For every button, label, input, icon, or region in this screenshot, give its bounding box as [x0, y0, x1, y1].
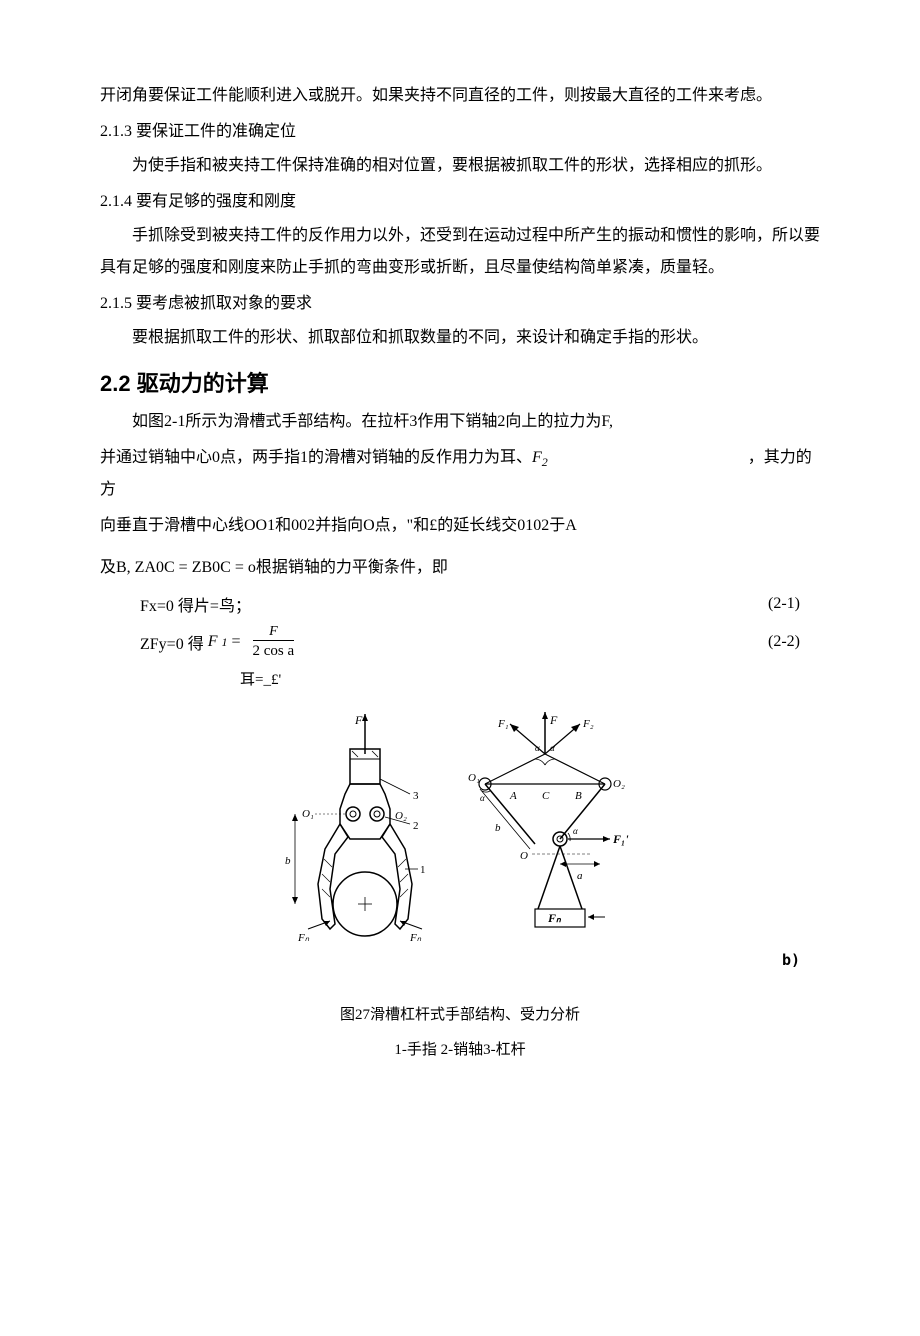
equation-2-1-expression: Fx=0 得片=鸟； — [140, 592, 251, 616]
svg-text:Fₙ: Fₙ — [297, 932, 310, 944]
equation-number-2-2: (2-2) — [768, 633, 800, 651]
equals-sign: = — [231, 633, 240, 651]
paragraph-force-description-2: 向垂直于滑槽中心线OO1和002并指向O点，"和£的延长线交0102于A — [100, 510, 820, 542]
svg-text:α: α — [535, 743, 540, 753]
svg-text:b: b — [495, 822, 501, 834]
equation-2-2-expression: ZFy=0 得 F1 = F 2 cos a — [140, 624, 294, 660]
left-gripper-diagram: F 3 — [285, 713, 426, 944]
svg-text:α: α — [550, 743, 555, 753]
fraction: F 2 cos a — [253, 624, 295, 660]
fraction-denominator: 2 cos a — [253, 640, 295, 660]
svg-text:F₂: F₂ — [582, 718, 594, 730]
svg-text:O: O — [520, 850, 528, 862]
svg-text:Fₙ: Fₙ — [409, 932, 422, 944]
variable-f1: F — [208, 633, 218, 651]
subscript-1: 1 — [221, 635, 227, 650]
section-heading-22: 2.2 驱动力的计算 — [100, 366, 820, 398]
svg-text:A: A — [509, 790, 517, 802]
right-force-diagram: F F₁ F₂ α α — [468, 712, 629, 927]
subheading-215: 2.1.5 要考虑被抓取对象的要求 — [100, 288, 820, 320]
figure-caption-line-1: 图27滑槽杠杆式手部结构、受力分析 — [100, 1002, 820, 1029]
paragraph-opening-angle: 开闭角要保证工件能顺利进入或脱开。如果夹持不同直径的工件，则按最大直径的工件来考… — [100, 80, 820, 112]
paragraph-force-description-1: 并通过销轴中心0点，两手指1的滑槽对销轴的反作用力为耳、F2，其力的方 — [100, 442, 820, 506]
figure-27-diagram: F 3 — [280, 709, 640, 989]
equation-2-1: Fx=0 得片=鸟； (2-1) — [140, 592, 820, 616]
svg-text:C: C — [542, 790, 550, 802]
paragraph-figure-intro: 如图2-1所示为滑槽式手部结构。在拉杆3作用下销轴2向上的拉力为F, — [100, 406, 820, 438]
figure-caption-line-2: 1-手指 2-销轴3-杠杆 — [100, 1037, 820, 1064]
mechanical-diagram-svg: F 3 — [280, 709, 640, 989]
svg-text:α: α — [573, 826, 578, 836]
svg-text:1: 1 — [420, 864, 426, 876]
paragraph-balance-condition: 及B, ZA0C = ZB0C = o根据销轴的力平衡条件，即 — [100, 552, 820, 584]
subheading-213: 2.1.3 要保证工件的准确定位 — [100, 116, 820, 148]
svg-text:F₁': F₁' — [612, 832, 629, 846]
figure-label-b: b) — [782, 951, 800, 969]
equation-2-2: ZFy=0 得 F1 = F 2 cos a (2-2) — [140, 624, 820, 660]
svg-text:F₁: F₁ — [497, 718, 509, 730]
figure-27-container: F 3 — [100, 709, 820, 1064]
text-segment-6a: 并通过销轴中心0点，两手指1的滑槽对销轴的反作用力为耳、 — [100, 449, 532, 466]
paragraph-object-requirements: 要根据抓取工件的形状、抓取部位和抓取数量的不同，来设计和确定手指的形状。 — [100, 322, 820, 354]
equation-2-2-prefix: ZFy=0 得 — [140, 630, 204, 654]
svg-text:F: F — [354, 713, 363, 727]
paragraph-positioning: 为使手指和被夹持工件保持准确的相对位置，要根据被抓取工件的形状，选择相应的抓形。 — [100, 150, 820, 182]
svg-text:2: 2 — [413, 820, 419, 832]
svg-text:O₁: O₁ — [302, 808, 314, 820]
svg-text:b: b — [285, 855, 291, 867]
paragraph-strength: 手抓除受到被夹持工件的反作用力以外，还受到在运动过程中所产生的振动和惯性的影响，… — [100, 220, 820, 284]
svg-text:B: B — [575, 790, 582, 802]
variable-f2: F — [532, 449, 542, 466]
equation-number-2-1: (2-1) — [768, 595, 800, 613]
subscript-2: 2 — [542, 455, 548, 469]
svg-text:O₂: O₂ — [613, 778, 625, 790]
svg-text:3: 3 — [413, 790, 419, 802]
svg-text:F: F — [549, 713, 558, 727]
equation-extra-line: 耳=_£' — [240, 668, 820, 689]
svg-text:Fₙ: Fₙ — [547, 911, 562, 925]
svg-text:a: a — [577, 870, 583, 882]
fraction-numerator: F — [269, 624, 278, 640]
equation-2-1-text: Fx=0 得片=鸟； — [140, 592, 251, 616]
subheading-214: 2.1.4 要有足够的强度和刚度 — [100, 186, 820, 218]
svg-text:O₁: O₁ — [468, 772, 480, 784]
